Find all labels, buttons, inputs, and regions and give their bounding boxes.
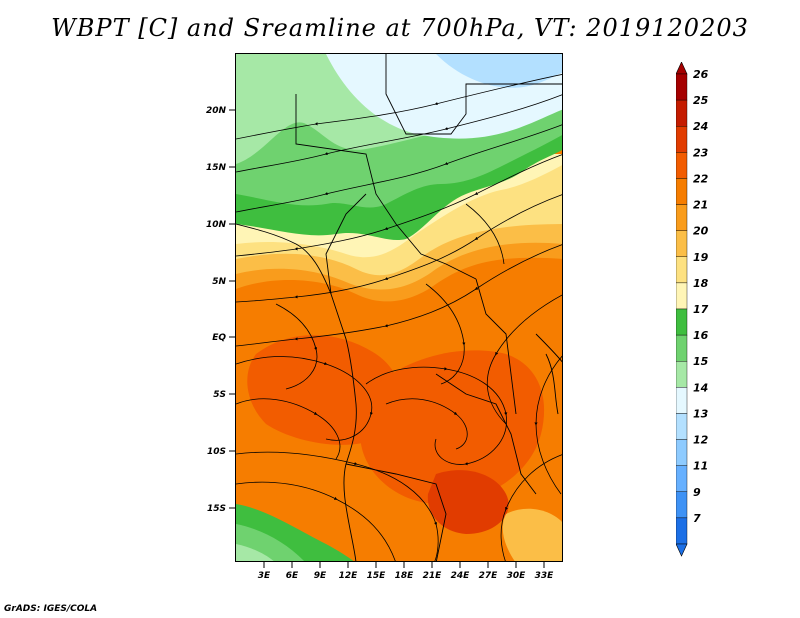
x-tick-label: 9E bbox=[314, 571, 327, 581]
y-tick-label: 5N bbox=[212, 277, 226, 287]
x-tick-label: 33E bbox=[535, 571, 555, 581]
y-tick-label: 15N bbox=[206, 163, 227, 173]
colorbar-swatch bbox=[675, 387, 688, 414]
x-tick-label: 3E bbox=[258, 571, 271, 581]
colorbar-level-label: 9 bbox=[693, 486, 701, 499]
colorbar-swatch bbox=[675, 334, 688, 362]
region-24c bbox=[427, 470, 509, 534]
y-tick-label: 15S bbox=[207, 504, 226, 514]
colorbar: 26 25 24 23 22 21 20 19 18 17 16 15 14 13 12 11 9 7 bbox=[675, 61, 736, 562]
colorbar-swatch bbox=[675, 413, 688, 440]
colorbar-swatch bbox=[675, 465, 688, 492]
x-tick-label: 21E bbox=[423, 571, 443, 581]
colorbar-swatch bbox=[675, 99, 688, 127]
y-tick-label: 10N bbox=[206, 220, 227, 230]
colorbar-swatch bbox=[675, 230, 688, 257]
colorbar-level-label: 12 bbox=[693, 434, 709, 447]
colorbar-svg: 26 25 24 23 22 21 20 19 18 17 16 15 14 13 12 11 9 7 bbox=[675, 61, 709, 557]
colorbar-level-label: 19 bbox=[693, 251, 709, 264]
colorbar-level-label: 23 bbox=[693, 146, 709, 159]
colorbar-top-arrow bbox=[675, 61, 688, 75]
colorbar-swatch bbox=[675, 517, 688, 545]
x-tick-label: 15E bbox=[367, 571, 387, 581]
grads-credit: GrADS: IGES/COLA bbox=[4, 604, 98, 614]
colorbar-swatch bbox=[675, 152, 688, 179]
colorbar-bottom-arrow bbox=[675, 543, 688, 557]
chart-title: WBPT [C] and Sreamline at 700hPa, VT: 20… bbox=[51, 14, 749, 42]
colorbar-level-label: 18 bbox=[693, 277, 709, 290]
colorbar-level-label: 15 bbox=[693, 355, 709, 368]
colorbar-swatch bbox=[675, 126, 688, 153]
colorbar-level-label: 24 bbox=[693, 120, 708, 133]
colorbar-swatch bbox=[675, 491, 688, 519]
map-panel bbox=[235, 53, 563, 562]
colorbar-level-label: 13 bbox=[693, 407, 709, 420]
colorbar-swatch bbox=[675, 361, 688, 388]
x-tick-label: 6E bbox=[286, 571, 299, 581]
y-axis-ticks: 20N 15N 10N 5N EQ 5S 10S 15S bbox=[206, 106, 235, 514]
colorbar-level-label: 20 bbox=[693, 225, 709, 238]
colorbar-level-label: 26 bbox=[693, 68, 709, 81]
y-tick-label: 5S bbox=[213, 390, 226, 400]
colorbar-swatch bbox=[675, 204, 688, 231]
x-axis-ticks: 3E 6E 9E 12E 15E 18E 21E 24E 27E 30E 33E bbox=[258, 562, 554, 581]
colorbar-swatch bbox=[675, 73, 688, 101]
x-tick-label: 18E bbox=[395, 571, 415, 581]
colorbar-swatch bbox=[675, 439, 688, 466]
colorbar-level-label: 11 bbox=[693, 460, 708, 473]
colorbar-level-label: 7 bbox=[693, 512, 701, 525]
x-tick-label: 27E bbox=[479, 571, 499, 581]
colorbar-level-label: 21 bbox=[693, 199, 708, 212]
region-13c bbox=[436, 54, 562, 88]
x-tick-label: 30E bbox=[507, 571, 527, 581]
region-15c-south bbox=[236, 544, 274, 561]
colorbar-swatch bbox=[675, 178, 688, 205]
y-tick-label: 20N bbox=[206, 106, 227, 116]
colorbar-level-label: 17 bbox=[693, 303, 709, 316]
x-tick-label: 24E bbox=[451, 571, 471, 581]
region-20c-southeast bbox=[502, 508, 562, 561]
colorbar-level-label: 25 bbox=[693, 94, 709, 107]
colorbar-swatch bbox=[675, 282, 688, 310]
colorbar-level-label: 22 bbox=[693, 172, 709, 185]
x-tick-label: 12E bbox=[339, 571, 359, 581]
colorbar-swatch bbox=[675, 256, 688, 284]
colorbar-level-label: 14 bbox=[693, 381, 708, 394]
wbpt-field-map bbox=[236, 54, 562, 561]
colorbar-swatch bbox=[675, 308, 688, 336]
streamlines bbox=[236, 74, 562, 561]
colorbar-level-label: 16 bbox=[693, 329, 709, 342]
y-tick-label: 10S bbox=[207, 447, 226, 457]
y-tick-label: EQ bbox=[212, 333, 226, 343]
